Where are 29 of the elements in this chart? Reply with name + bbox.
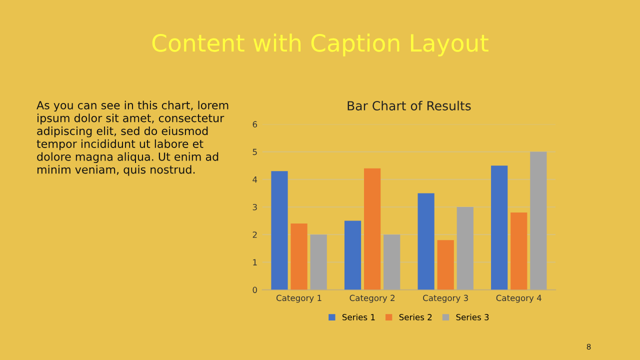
bar bbox=[344, 220, 362, 290]
bar bbox=[310, 234, 327, 290]
x-tick-label: Category 1 bbox=[276, 294, 322, 303]
chart-title: Bar Chart of Results bbox=[348, 100, 471, 110]
y-tick-label: 1 bbox=[253, 259, 257, 266]
legend-label: Series 3 bbox=[456, 314, 489, 320]
bar bbox=[437, 240, 454, 290]
bar bbox=[271, 171, 288, 290]
legend-label: Series 2 bbox=[399, 314, 432, 320]
y-tick-label: 2 bbox=[252, 232, 257, 238]
bar bbox=[510, 212, 528, 290]
bar bbox=[491, 166, 508, 290]
x-tick-label: Category 4 bbox=[496, 294, 542, 303]
y-tick-label: 5 bbox=[252, 148, 257, 156]
bar bbox=[456, 207, 474, 290]
y-tick-label: 6 bbox=[252, 121, 258, 128]
bar bbox=[364, 168, 381, 290]
legend-label: Series 1 bbox=[342, 314, 375, 320]
y-tick-label: 4 bbox=[252, 176, 258, 183]
text: Content with Caption Layout bbox=[152, 34, 488, 56]
y-tick-label: 0 bbox=[252, 286, 257, 294]
x-tick-label: Category 3 bbox=[423, 294, 468, 303]
bar bbox=[290, 224, 308, 290]
bar bbox=[418, 193, 434, 290]
bar bbox=[530, 152, 547, 290]
y-tick-label: 3 bbox=[252, 204, 257, 210]
x-tick-label: Category 2 bbox=[350, 294, 394, 303]
text: As you can see in this chart, lorem ipsum dolor sit amet, consectetur adipiscing elit, sed do eiusmod tempor incididunt ut labore et dolore magna aliqua. Ut enim ad minim veniam, quis nostrud. bbox=[36, 100, 228, 176]
bar bbox=[384, 234, 400, 290]
